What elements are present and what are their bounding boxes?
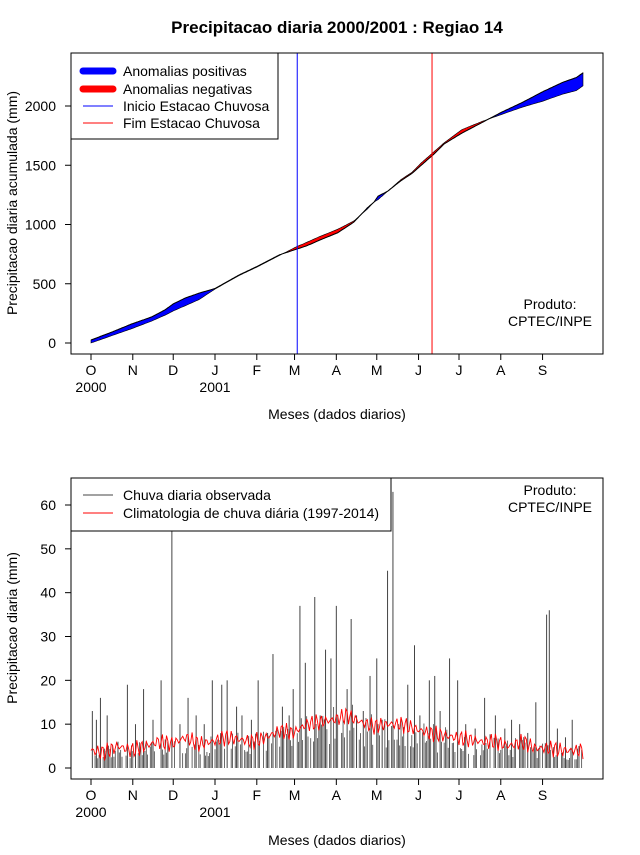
- bottom-y-tick-label: 50: [40, 541, 56, 557]
- top-credit-line1: Produto:: [524, 296, 577, 312]
- top-y-tick-label: 0: [48, 335, 56, 351]
- bottom-x-label: Meses (dados diarios): [268, 832, 406, 848]
- negative-anomaly-area: [388, 118, 489, 191]
- bottom-y-label: Precipitacao diaria (mm): [4, 552, 20, 704]
- top-x-label: Meses (dados diarios): [268, 406, 406, 422]
- observed-cumulative-line: [90, 72, 584, 341]
- top-x-tick-label: N: [128, 362, 138, 378]
- daily-panel: 0 10 20 30 40 50 60 O N D J F M A M J J A S 2000 2001 Preci…: [4, 477, 604, 848]
- legend-positive: Anomalias positivas: [123, 63, 247, 79]
- bottom-x-tick-label: J: [415, 787, 422, 803]
- bottom-x-tick-label: O: [86, 787, 97, 803]
- bottom-x-tick-label: M: [371, 787, 383, 803]
- top-x-tick-label: S: [538, 362, 547, 378]
- bottom-x-tick-label: N: [128, 787, 138, 803]
- top-x-tick-label: F: [253, 362, 262, 378]
- bottom-x-tick-label: A: [496, 787, 506, 803]
- bottom-x-tick-label: J: [212, 787, 219, 803]
- top-x-tick-label: D: [168, 362, 178, 378]
- top-x-tick-label: J: [415, 362, 422, 378]
- top-credit-line2: CPTEC/INPE: [508, 313, 592, 329]
- bottom-credit-line2: CPTEC/INPE: [508, 499, 592, 515]
- top-x-tick-label: J: [212, 362, 219, 378]
- top-y-label: Precipitacao diaria acumulada (mm): [4, 91, 20, 315]
- bottom-x-tick-label: M: [289, 787, 301, 803]
- bottom-x-tick-label: A: [332, 787, 342, 803]
- legend-onset: Inicio Estacao Chuvosa: [123, 98, 270, 114]
- bottom-y-axis: 0 10 20 30 40 50 60: [40, 497, 72, 776]
- top-legend-box: [70, 52, 279, 140]
- top-y-tick-label: 1000: [25, 217, 56, 233]
- bottom-legend-box: [70, 477, 392, 532]
- top-x-tick-label: A: [332, 362, 342, 378]
- bottom-credit-line1: Produto:: [524, 482, 577, 498]
- legend-end: Fim Estacao Chuvosa: [123, 115, 260, 131]
- legend-observed: Chuva diaria observada: [123, 487, 271, 503]
- bottom-y-tick-label: 40: [40, 585, 56, 601]
- top-y-axis: 0 500 1000 1500 2000: [25, 98, 72, 351]
- bottom-x-tick-label: F: [253, 787, 262, 803]
- bottom-x-tick-label: D: [168, 787, 178, 803]
- bottom-y-tick-label: 60: [40, 497, 56, 513]
- bottom-legend: Chuva diaria observada Climatologia de c…: [70, 477, 392, 532]
- top-x-tick-label: A: [496, 362, 506, 378]
- top-x-tick-label: M: [371, 362, 383, 378]
- top-x-year-label: 2000: [75, 379, 106, 395]
- bottom-y-tick-label: 20: [40, 672, 56, 688]
- bottom-x-year-label: 2001: [199, 804, 230, 820]
- top-x-tick-label: O: [86, 362, 97, 378]
- observed-daily-bars: [91, 491, 583, 768]
- top-y-tick-label: 2000: [25, 98, 56, 114]
- bottom-x-axis: O N D J F M A M J J A S 2000 2001: [75, 778, 547, 820]
- legend-climatology: Climatologia de chuva diária (1997-2014): [123, 505, 379, 521]
- top-y-tick-label: 1500: [25, 157, 56, 173]
- cumulative-panel: 0 500 1000 1500 2000 O N D J F M A M J J A S 2000 2001 Pr…: [4, 52, 604, 422]
- top-legend: Anomalias positivas Anomalias negativas …: [70, 52, 279, 140]
- top-x-year-label: 2001: [199, 379, 230, 395]
- top-x-axis: O N D J F M A M J J A S 2000 2001: [75, 353, 547, 395]
- bottom-y-tick-label: 30: [40, 629, 56, 645]
- top-x-tick-label: M: [289, 362, 301, 378]
- top-x-tick-label: J: [455, 362, 462, 378]
- bottom-y-tick-label: 0: [48, 760, 56, 776]
- positive-anomaly-area: [90, 252, 285, 344]
- bottom-x-tick-label: S: [538, 787, 547, 803]
- bottom-x-year-label: 2000: [75, 804, 106, 820]
- negative-anomaly-area: [283, 214, 361, 254]
- bottom-x-tick-label: J: [455, 787, 462, 803]
- top-y-tick-label: 500: [33, 276, 57, 292]
- climatology-line: [90, 707, 584, 761]
- figure-title: Precipitacao diaria 2000/2001 : Regiao 1…: [171, 18, 503, 37]
- bottom-y-tick-label: 10: [40, 716, 56, 732]
- legend-negative: Anomalias negativas: [123, 81, 252, 97]
